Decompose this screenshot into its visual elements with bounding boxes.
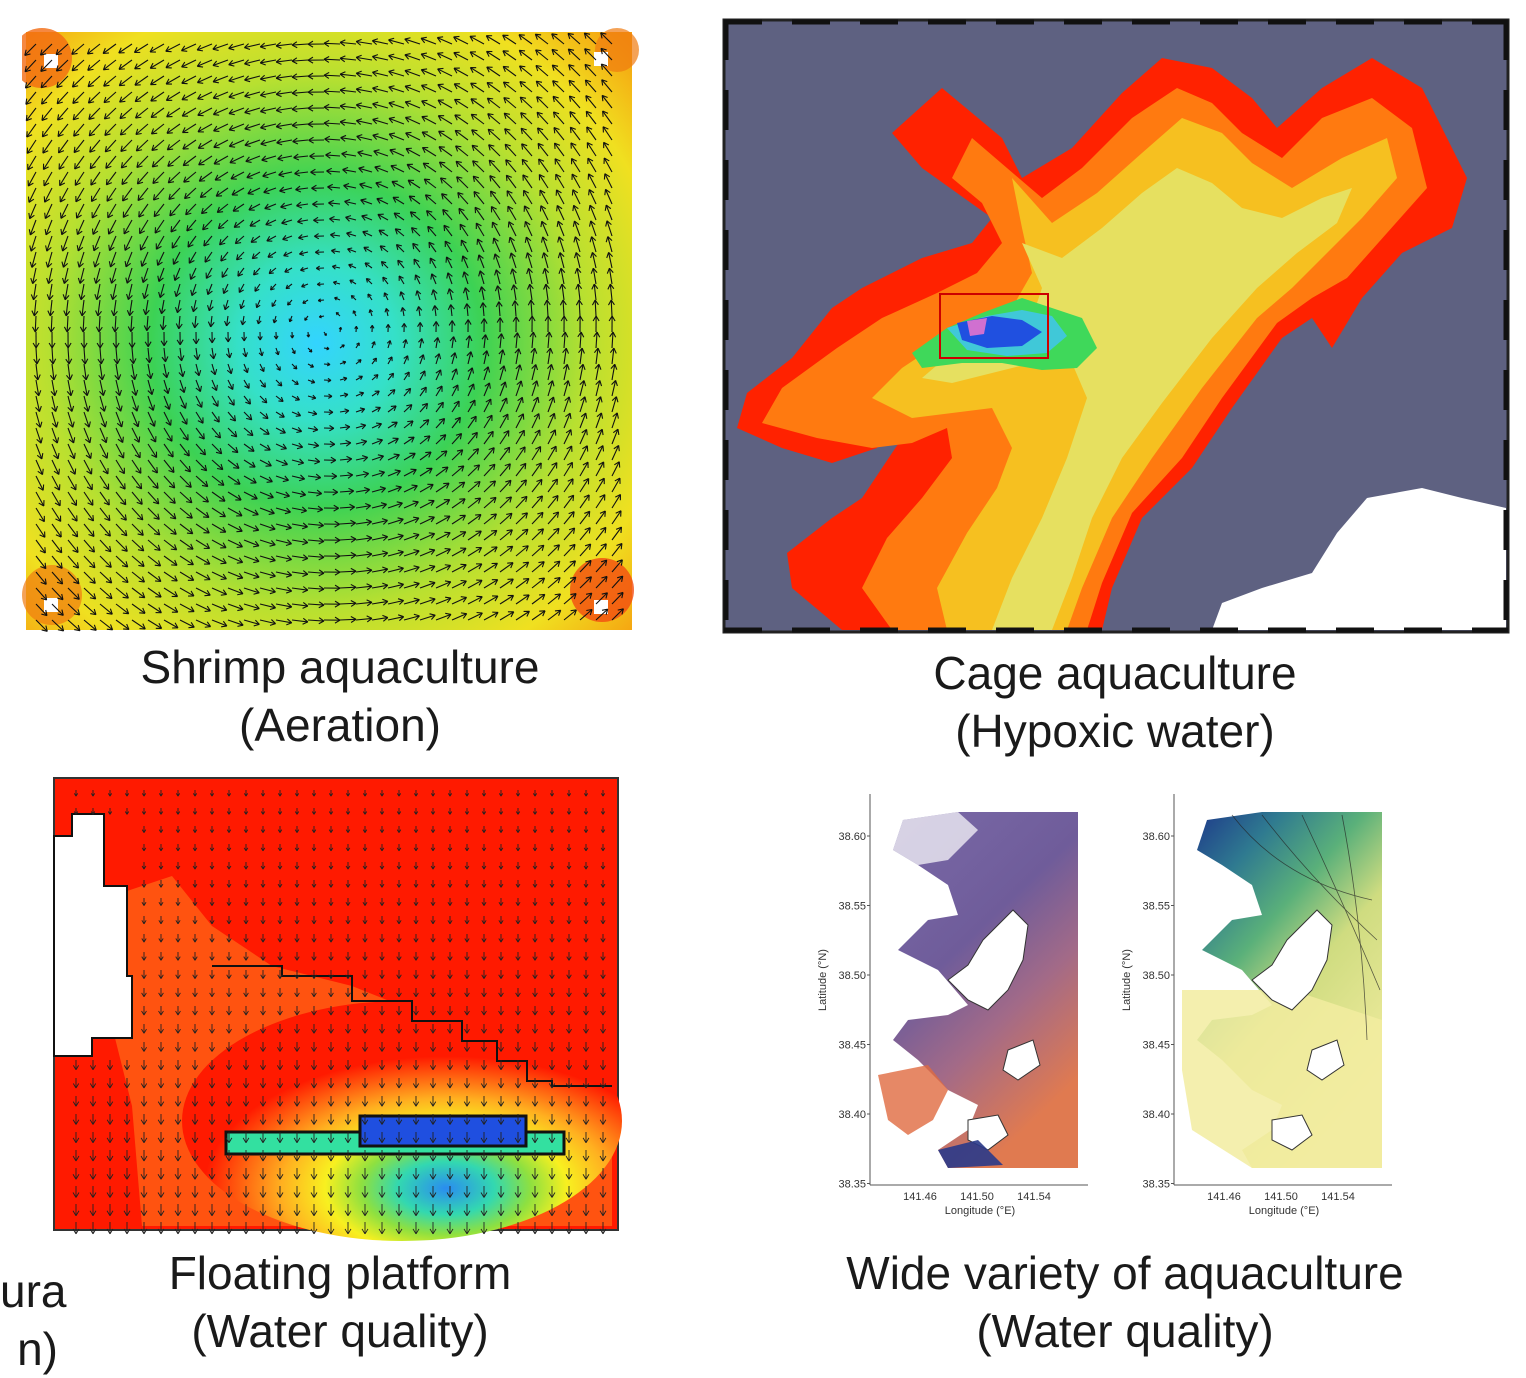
map-ytick-label: 38.40: [1142, 1109, 1170, 1121]
map-ytick-label: 38.50: [1142, 970, 1170, 982]
variety-caption: Wide variety of aquaculture (Water quali…: [770, 1244, 1480, 1360]
right-map-xlabel: Longitude (°E): [1249, 1205, 1319, 1217]
shrimp-aeration-figure: [22, 10, 652, 640]
variety-subtitle: (Water quality): [770, 1302, 1480, 1360]
map-xtick-label: 141.54: [1017, 1191, 1051, 1203]
right-map-xticks: 141.46 141.50 141.54: [1207, 1191, 1355, 1203]
floating-platform-figure: [52, 776, 642, 1242]
right-map-ylabel: Latitude (°N): [1121, 949, 1133, 1011]
left-map-xlabel: Longitude (°E): [945, 1205, 1015, 1217]
map-ytick-label: 38.55: [838, 901, 866, 913]
variety-title: Wide variety of aquaculture: [770, 1244, 1480, 1302]
map-ytick-label: 38.45: [838, 1040, 866, 1052]
map-ytick-label: 38.60: [1142, 831, 1170, 843]
cut-off-line2: n): [0, 1320, 58, 1378]
map-ytick-label: 38.45: [1142, 1040, 1170, 1052]
cage-title: Cage aquaculture: [800, 644, 1430, 702]
shrimp-caption: Shrimp aquaculture (Aeration): [30, 638, 650, 754]
cage-hypoxic-figure: [722, 18, 1512, 638]
right-map-yticks: 38.60 38.55 38.50 38.45 38.40 38.35: [1142, 831, 1174, 1191]
map-ytick-label: 38.40: [838, 1109, 866, 1121]
map-xtick-label: 141.50: [960, 1191, 994, 1203]
left-map-xticks: 141.46 141.50 141.54: [903, 1191, 1051, 1203]
cut-off-line1: ura: [0, 1262, 58, 1320]
shrimp-title: Shrimp aquaculture: [30, 638, 650, 696]
map-ytick-label: 38.60: [838, 831, 866, 843]
left-map-ylabel: Latitude (°N): [817, 949, 829, 1011]
map-xtick-label: 141.50: [1264, 1191, 1298, 1203]
cage-subtitle: (Hypoxic water): [800, 702, 1430, 760]
map-ytick-label: 38.35: [1142, 1179, 1170, 1191]
map-ytick-label: 38.35: [838, 1179, 866, 1191]
map-ytick-label: 38.55: [1142, 901, 1170, 913]
cage-hypoxia-map: [722, 18, 1512, 638]
floating-title: Floating platform: [40, 1244, 640, 1302]
floating-subtitle: (Water quality): [40, 1302, 640, 1360]
floating-platform-plot: [52, 776, 642, 1242]
left-map-yticks: 38.60 38.55 38.50 38.45 38.40 38.35: [838, 831, 870, 1191]
map-xtick-label: 141.54: [1321, 1191, 1355, 1203]
cage-caption: Cage aquaculture (Hypoxic water): [800, 644, 1430, 760]
shrimp-subtitle: (Aeration): [30, 696, 650, 754]
map-ytick-label: 38.50: [838, 970, 866, 982]
shrimp-vortex-plot: [22, 10, 652, 640]
cut-off-caption: ura n): [0, 1262, 58, 1378]
map-xtick-label: 141.46: [1207, 1191, 1241, 1203]
floating-caption: Floating platform (Water quality): [40, 1244, 640, 1360]
map-xtick-label: 141.46: [903, 1191, 937, 1203]
